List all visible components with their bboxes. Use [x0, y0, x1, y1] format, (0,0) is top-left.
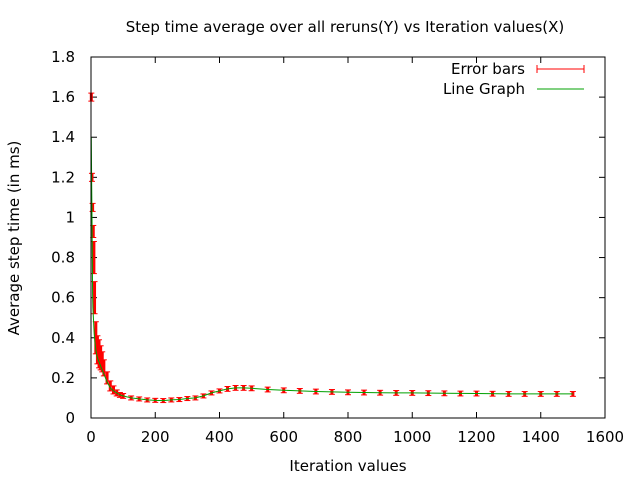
x-tick-label: 400	[205, 428, 234, 446]
x-axis-label: Iteration values	[289, 457, 406, 475]
chart-title: Step time average over all reruns(Y) vs …	[126, 18, 565, 36]
y-tick-label: 0.8	[51, 249, 75, 267]
y-tick-label: 1.4	[51, 128, 75, 146]
series-line-graph	[90, 137, 573, 402]
x-tick-label: 200	[141, 428, 170, 446]
x-tick-label: 600	[269, 428, 298, 446]
y-tick-label: 1.2	[51, 168, 75, 186]
x-tick-label: 0	[86, 428, 96, 446]
y-tick-label: 0.6	[51, 289, 75, 307]
legend-label-line-graph: Line Graph	[443, 80, 525, 98]
y-tick-label: 1.6	[51, 88, 75, 106]
x-tick-label: 1400	[522, 428, 560, 446]
y-tick-label: 0.2	[51, 369, 75, 387]
y-axis-label: Average step time (in ms)	[5, 141, 23, 336]
data-marks	[88, 92, 576, 404]
y-tick-label: 1	[65, 208, 75, 226]
axis-ticks: 0 200 400 600 800 1000 1200 1400 1600 0 0.2 0.4 0.6 0…	[51, 48, 624, 446]
y-tick-label: 1.8	[51, 48, 75, 66]
x-tick-label: 800	[334, 428, 363, 446]
plot-frame	[90, 56, 606, 419]
x-tick-label: 1200	[457, 428, 495, 446]
x-tick-label: 1000	[393, 428, 431, 446]
legend-label-error-bars: Error bars	[451, 60, 525, 78]
y-tick-label: 0	[65, 409, 75, 427]
legend: Error bars Line Graph	[443, 60, 585, 98]
x-tick-label: 1600	[586, 428, 624, 446]
y-tick-label: 0.4	[51, 329, 75, 347]
